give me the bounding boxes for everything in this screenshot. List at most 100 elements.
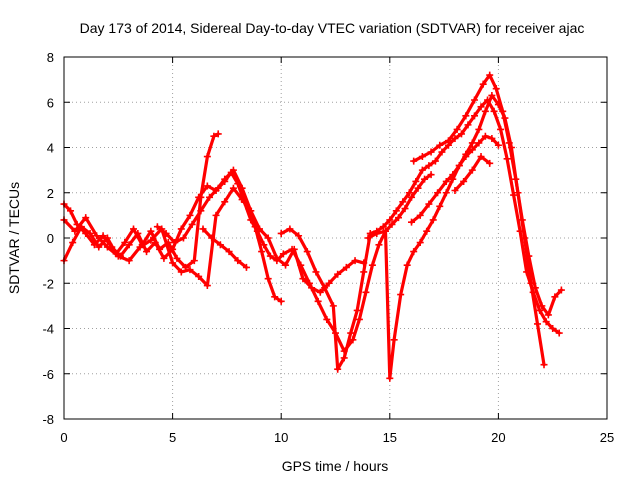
y-tick-label: -2: [42, 276, 54, 291]
data-point-marker: [353, 306, 361, 314]
x-tick-label: 5: [169, 430, 176, 445]
data-point-marker: [305, 279, 313, 287]
data-point-marker: [279, 250, 287, 258]
data-point-marker: [214, 130, 222, 138]
data-point-marker: [410, 248, 418, 256]
data-point-marker: [206, 193, 214, 201]
data-point-marker: [69, 239, 77, 247]
y-tick-label: 0: [47, 231, 54, 246]
data-point-marker: [531, 284, 539, 292]
data-point-marker: [234, 180, 242, 188]
data-point-marker: [177, 225, 185, 233]
data-point-marker: [462, 153, 470, 161]
data-point-marker: [114, 252, 122, 260]
data-point-marker: [390, 336, 398, 344]
data-point-marker: [427, 148, 435, 156]
data-point-marker: [197, 207, 205, 215]
data-point-marker: [321, 284, 329, 292]
data-point-marker: [462, 112, 470, 120]
data-point-marker: [153, 223, 161, 231]
x-tick-label: 15: [383, 430, 397, 445]
y-tick-label: -8: [42, 412, 54, 427]
data-point-marker: [240, 198, 248, 206]
data-point-marker: [492, 85, 500, 93]
data-point-marker: [288, 245, 296, 253]
data-point-marker: [86, 229, 94, 237]
data-point-marker: [540, 361, 548, 369]
data-point-marker: [82, 214, 90, 222]
y-tick-label: -4: [42, 322, 54, 337]
data-point-marker: [216, 241, 224, 249]
data-point-marker: [253, 227, 261, 235]
data-point-marker: [410, 157, 418, 165]
x-axis-title: GPS time / hours: [282, 458, 389, 474]
data-point-marker: [186, 266, 194, 274]
data-point-marker: [203, 153, 211, 161]
data-point-marker: [125, 257, 133, 265]
sat-track-4-line: [155, 170, 433, 353]
data-point-marker: [394, 214, 402, 222]
data-point-marker: [325, 279, 333, 287]
data-point-marker: [329, 302, 337, 310]
data-point-marker: [379, 223, 387, 231]
data-point-marker: [208, 234, 216, 242]
data-point-marker: [481, 132, 489, 140]
data-point-marker: [471, 112, 479, 120]
data-point-marker: [214, 184, 222, 192]
x-tick-labels: 0 5 10 15 20 25: [60, 430, 614, 445]
data-point-marker: [442, 189, 450, 197]
data-point-marker: [203, 182, 211, 190]
sat-track-6: [277, 96, 563, 373]
y-tick-label: 6: [47, 95, 54, 110]
data-point-marker: [271, 293, 279, 301]
data-point-marker: [503, 155, 511, 163]
data-point-marker: [203, 282, 211, 290]
data-point-marker: [386, 374, 394, 382]
data-point-marker: [355, 315, 363, 323]
data-point-marker: [412, 177, 420, 185]
data-point-marker: [234, 257, 242, 265]
data-point-marker: [258, 248, 266, 256]
sat-track-10: [408, 132, 502, 226]
data-point-marker: [421, 175, 429, 183]
data-point-marker: [468, 166, 476, 174]
data-point-marker: [342, 263, 350, 271]
data-point-marker: [210, 132, 218, 140]
data-point-marker: [177, 268, 185, 276]
data-point-marker: [147, 236, 155, 244]
data-point-marker: [225, 248, 233, 256]
data-point-marker: [510, 191, 518, 199]
data-point-marker: [557, 286, 565, 294]
data-point-marker: [242, 263, 250, 271]
y-tick-label: 2: [47, 186, 54, 201]
data-point-marker: [477, 153, 485, 161]
data-point-marker: [195, 272, 203, 280]
data-point-marker: [169, 259, 177, 267]
data-point-marker: [438, 148, 446, 156]
data-point-marker: [316, 288, 324, 296]
data-point-marker: [416, 239, 424, 247]
data-point-marker: [538, 302, 546, 310]
data-point-marker: [460, 177, 468, 185]
data-point-marker: [147, 227, 155, 235]
data-point-marker: [264, 275, 272, 283]
y-tick-label: -6: [42, 367, 54, 382]
data-point-marker: [314, 297, 322, 305]
data-point-marker: [449, 171, 457, 179]
data-point-marker: [121, 239, 129, 247]
data-point-marker: [455, 162, 463, 170]
data-point-marker: [408, 193, 416, 201]
data-point-marker: [436, 202, 444, 210]
data-point-marker: [186, 211, 194, 219]
data-point-marker: [486, 159, 494, 167]
data-point-marker: [227, 168, 235, 176]
data-point-marker: [229, 184, 237, 192]
data-point-marker: [494, 141, 502, 149]
data-point-marker: [468, 139, 476, 147]
data-point-marker: [136, 243, 144, 251]
data-point-marker: [542, 318, 550, 326]
data-point-marker: [429, 216, 437, 224]
data-point-marker: [282, 261, 290, 269]
data-point-marker: [373, 229, 381, 237]
